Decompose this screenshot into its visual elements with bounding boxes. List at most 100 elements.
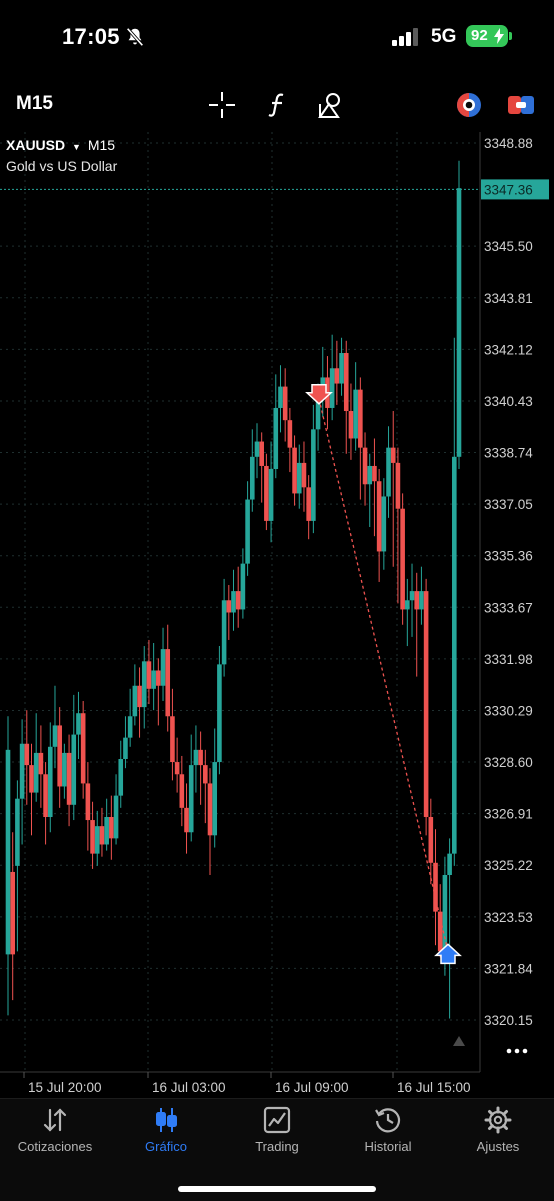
candle-body: [419, 591, 424, 610]
price-label: 3348.88: [484, 136, 533, 151]
candle-body: [109, 817, 114, 839]
candle-body: [259, 441, 264, 466]
candle-body: [174, 762, 180, 775]
time-label: 16 Jul 15:00: [397, 1080, 471, 1095]
candlestick-chart[interactable]: 3348.88 3345.50 3343.81 3342.12 3340.43 3338.…: [0, 132, 554, 1098]
price-label: 3330.29: [484, 703, 533, 718]
candle-body: [198, 749, 203, 766]
tab-trading[interactable]: Trading: [222, 1099, 332, 1169]
candle-body: [405, 600, 410, 610]
candle-body: [235, 591, 241, 610]
bell-slash-icon: [126, 27, 144, 47]
crosshair-icon[interactable]: [207, 90, 237, 120]
function-icon[interactable]: [263, 90, 293, 120]
candle-body: [188, 765, 194, 833]
price-label: 3342.12: [484, 342, 533, 357]
candle-body: [264, 465, 269, 521]
candle-body: [273, 407, 279, 470]
candle-body: [141, 661, 147, 708]
candle-body: [249, 456, 255, 500]
home-indicator: [178, 1186, 376, 1192]
candle-body: [99, 826, 105, 845]
status-time: 17:05: [62, 24, 120, 49]
candle-body: [437, 911, 443, 952]
candle-body: [160, 649, 166, 686]
candle-body: [85, 783, 91, 821]
tab-ajustes[interactable]: Ajustes: [443, 1099, 553, 1169]
symbol-dropdown-icon: ▼: [72, 142, 81, 152]
price-label: 3325.22: [484, 858, 533, 873]
tab-label: Trading: [255, 1139, 299, 1154]
price-label: 3331.98: [484, 652, 533, 667]
battery-indicator: 92: [466, 25, 508, 47]
candle-body: [52, 725, 58, 747]
candle-body: [442, 875, 448, 952]
candle-body: [409, 591, 415, 601]
network-type: 5G: [431, 26, 457, 47]
one-click-trading-icon[interactable]: [454, 90, 484, 120]
price-label: 3326.91: [484, 807, 533, 822]
charging-bolt-icon: [494, 28, 504, 44]
objects-icon[interactable]: [316, 90, 346, 120]
candle-body: [287, 420, 293, 448]
candle-body: [19, 743, 25, 799]
candle-body: [372, 465, 377, 482]
battery-level: 92: [471, 27, 488, 44]
candle-body: [311, 429, 316, 521]
tab-label: Cotizaciones: [17, 1139, 93, 1154]
candle-body: [179, 774, 185, 808]
more-dots-icon: [514, 1048, 520, 1054]
candle-body: [10, 871, 15, 955]
price-label: 3335.36: [484, 549, 533, 564]
price-label: 3321.84: [484, 961, 533, 976]
battery-tip: [509, 32, 512, 40]
candle-body: [212, 762, 218, 836]
candle-body: [47, 746, 53, 818]
candle-body: [339, 353, 344, 384]
symbol-header[interactable]: XAUUSD ▼ M15: [6, 137, 115, 153]
candle-body: [221, 600, 227, 665]
price-chart[interactable]: 3348.88 3345.50 3343.81 3342.12 3340.43 3338.…: [0, 132, 554, 1098]
current-price-label: 3347.36: [484, 182, 533, 197]
scroll-marker-icon: [453, 1036, 465, 1046]
candle-body: [66, 752, 72, 805]
candle-body: [414, 591, 420, 610]
candle-body: [390, 447, 396, 463]
current-price-tag: [481, 179, 549, 200]
candle-body: [282, 386, 288, 421]
time-label: 16 Jul 09:00: [275, 1080, 349, 1095]
candle-body: [362, 447, 368, 485]
candle-body: [43, 774, 48, 818]
price-label: 3338.74: [484, 446, 533, 461]
cellular-signal-icon: [392, 28, 418, 46]
candle-body: [15, 798, 20, 866]
history-clock-icon: [375, 1108, 401, 1133]
more-dots-icon: [522, 1048, 528, 1054]
candle-body: [217, 664, 222, 763]
candle-body: [423, 591, 429, 818]
candle-body: [301, 462, 307, 488]
price-label: 3340.43: [484, 394, 533, 409]
candle-body: [447, 853, 452, 876]
candle-body: [292, 447, 297, 494]
tab-historial[interactable]: Historial: [333, 1099, 443, 1169]
trade-panel-icon[interactable]: [506, 90, 536, 120]
candle-body: [376, 481, 382, 552]
candle-body: [428, 817, 434, 863]
candle-body: [151, 670, 156, 689]
tab-cotizaciones[interactable]: Cotizaciones: [0, 1099, 110, 1169]
candle-body: [76, 713, 81, 735]
candle-body: [156, 670, 161, 686]
candle-body: [113, 795, 119, 839]
candle-body: [71, 734, 77, 805]
tab-grafico[interactable]: Gráfico: [111, 1099, 221, 1169]
candle-body: [367, 465, 373, 485]
candle-body: [207, 783, 213, 836]
candle-body: [348, 411, 354, 439]
candle-body: [386, 447, 391, 497]
candle-body: [306, 487, 311, 521]
timeframe-button[interactable]: M15: [16, 93, 53, 114]
candle-body: [315, 398, 321, 430]
candle-body: [62, 752, 67, 787]
candle-body: [90, 820, 95, 854]
